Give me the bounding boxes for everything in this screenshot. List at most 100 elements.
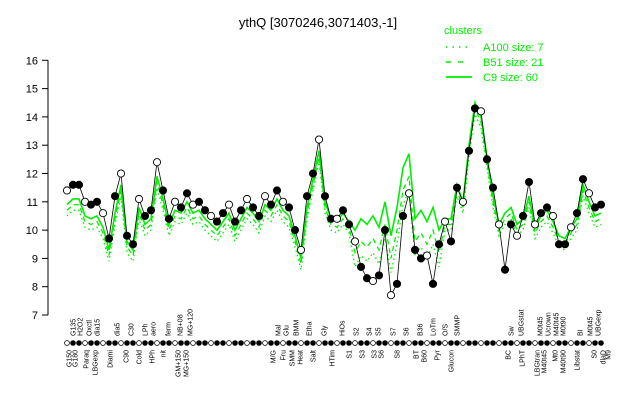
x-axis-marker <box>262 340 268 346</box>
data-point <box>290 226 300 235</box>
x-tick-label: LPhT <box>519 349 526 366</box>
x-axis-marker <box>382 340 388 346</box>
x-axis-marker <box>358 340 364 346</box>
x-tick-label: HTim <box>330 350 337 367</box>
data-point <box>410 245 420 254</box>
x-axis-marker <box>352 340 358 346</box>
data-point <box>344 220 354 229</box>
x-tick-label: Glu <box>284 325 291 336</box>
data-point <box>332 214 342 223</box>
x-axis-marker <box>508 340 514 346</box>
x-tick-label: LPh <box>143 323 150 336</box>
data-point <box>110 192 120 201</box>
data-point <box>338 206 348 215</box>
x-axis-marker <box>586 340 592 346</box>
x-axis-marker <box>532 340 538 346</box>
y-tick-label: 8 <box>32 282 38 294</box>
data-point <box>164 214 174 223</box>
x-axis-marker <box>496 340 502 346</box>
x-tick-label: S5 <box>375 327 382 336</box>
y-tick-label: 7 <box>32 310 38 322</box>
data-point <box>308 169 318 178</box>
x-tick-label: SMMP <box>455 315 462 336</box>
x-tick-label: M40t90 <box>561 350 568 373</box>
data-point <box>542 203 552 212</box>
data-point <box>218 209 228 218</box>
x-axis-marker <box>400 340 406 346</box>
x-axis-marker <box>598 340 604 346</box>
x-axis-marker <box>286 340 292 346</box>
x-tick-label: M9 <box>606 350 613 360</box>
data-point <box>128 240 138 249</box>
x-axis-marker <box>520 340 526 346</box>
x-axis-marker <box>544 340 550 346</box>
y-tick-label: 12 <box>26 169 38 181</box>
data-point <box>230 217 240 226</box>
data-point <box>368 276 378 286</box>
x-tick-label: Heat <box>297 350 304 365</box>
x-axis-marker <box>100 340 106 346</box>
x-axis-marker <box>430 340 436 346</box>
x-tick-label: NB+08 <box>177 314 184 336</box>
data-point <box>182 189 192 198</box>
x-axis-marker <box>124 340 130 346</box>
data-point <box>248 203 258 212</box>
x-tick-label: Pyr <box>435 349 442 360</box>
x-axis-marker <box>154 340 160 346</box>
x-tick-label: G135 <box>71 319 78 336</box>
x-tick-label: S0 <box>591 350 598 359</box>
x-axis-marker <box>442 340 448 346</box>
x-tick-label: M0t90 <box>561 316 568 336</box>
x-tick-label: dia5 <box>114 323 121 336</box>
data-point <box>440 217 450 226</box>
x-tick-label: aero <box>150 322 157 336</box>
data-point <box>260 192 270 201</box>
data-point <box>578 175 588 184</box>
x-axis-marker <box>214 340 220 346</box>
x-tick-label: Diami <box>108 350 115 368</box>
data-point <box>386 291 396 300</box>
x-axis-marker <box>232 340 238 346</box>
data-point <box>272 186 282 195</box>
x-axis-marker <box>316 340 322 346</box>
x-axis-marker <box>592 340 598 346</box>
x-axis-marker <box>412 340 418 346</box>
data-point <box>92 197 102 206</box>
x-tick-label: G180 <box>72 350 79 367</box>
data-point <box>380 226 390 235</box>
legend-label-c9: C9 size: 60 <box>483 72 538 84</box>
x-axis-marker <box>136 340 142 346</box>
data-point <box>134 194 144 204</box>
x-axis-marker <box>148 340 154 346</box>
series-lines <box>66 99 602 297</box>
x-tick-label: O/S <box>443 324 450 336</box>
series-line-b51 <box>66 106 602 265</box>
x-axis-marker <box>484 340 490 346</box>
x-axis-marker <box>250 340 256 346</box>
x-axis-marker <box>142 340 148 346</box>
x-tick-label: Fru <box>281 350 288 361</box>
x-tick-label: HiOs <box>339 320 346 336</box>
y-tick-label: 14 <box>26 112 38 124</box>
x-axis-marker <box>346 340 352 346</box>
x-axis-marker <box>424 340 430 346</box>
data-point <box>158 186 168 195</box>
x-axis-marker <box>196 340 202 346</box>
x-tick-label: MG+120 <box>188 309 195 336</box>
data-point <box>482 155 492 164</box>
data-point <box>296 245 306 254</box>
x-tick-label: Cold <box>137 350 144 365</box>
x-axis-marker <box>112 340 118 346</box>
x-tick-label: UBGexp <box>596 309 603 336</box>
x-axis-marker <box>256 340 262 346</box>
x-tick-label: Glucon <box>449 350 456 372</box>
data-point <box>62 186 72 195</box>
data-point <box>140 211 150 220</box>
series-line-a100 <box>66 111 602 273</box>
x-tick-label: Paraq <box>84 350 91 369</box>
x-axis-marker <box>70 340 76 346</box>
data-point <box>584 189 594 198</box>
data-point <box>116 169 126 178</box>
x-tick-label: S3 <box>372 350 379 359</box>
